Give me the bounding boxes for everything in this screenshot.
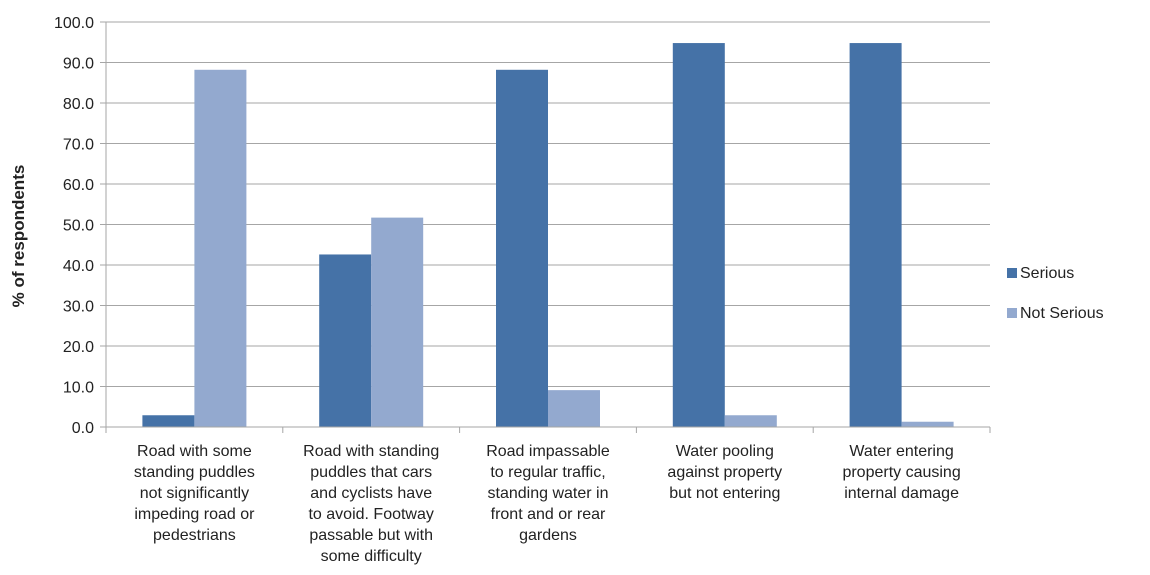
x-category-label: to avoid. Footway [308,506,433,523]
y-tick-label: 100.0 [54,15,94,32]
legend-label: Not Serious [1020,305,1104,322]
y-tick-label: 60.0 [63,177,94,194]
bar-serious [319,254,372,427]
y-tick-label: 40.0 [63,258,94,275]
x-category-label: pedestrians [153,527,236,544]
bar-not-serious [548,390,600,427]
x-category-label: property causing [842,464,960,481]
bar-serious [849,43,902,428]
x-category-label: but not entering [669,485,780,502]
y-tick-labels: 0.0 10.0 20.0 30.0 40.0 50.0 60.0 70.0 80.0 90.0 1… [54,15,94,437]
bar-not-serious [194,69,247,427]
y-tick-label: 70.0 [63,137,94,154]
y-tick-label: 50.0 [63,218,94,235]
y-tick-label: 80.0 [63,96,94,113]
x-category-label: Road with some [137,443,252,460]
y-tick-label: 10.0 [63,380,94,397]
bar-not-serious [371,217,424,427]
legend-swatch [1007,308,1017,318]
bar-serious [672,43,725,428]
x-category-label: front and or rear [491,506,606,523]
x-category-label: Road impassable [486,443,610,460]
legend-swatch [1007,268,1017,278]
y-tick-label: 90.0 [63,56,94,73]
x-category-label: internal damage [844,485,959,502]
x-category-label: Water pooling [676,443,774,460]
x-category-label: passable but with [309,527,433,544]
bar-not-serious [901,421,954,427]
x-category-label: impeding road or [134,506,255,523]
x-category-label: to regular traffic, [490,464,605,481]
bar-serious [496,69,548,427]
x-category-label: gardens [519,527,577,544]
y-tick-label: 0.0 [72,420,94,437]
y-tick-label: 30.0 [63,299,94,316]
x-category-label: standing puddles [134,464,255,481]
x-category-label: standing water in [488,485,609,502]
bars [142,43,954,428]
x-category-labels: Road with some standing puddles not signif… [134,443,961,565]
bar-serious [142,415,195,427]
legend-label: Serious [1020,265,1074,282]
y-tick-label: 20.0 [63,339,94,356]
axes [105,22,991,433]
x-category-label: Road with standing [303,443,439,460]
x-category-label: puddles that cars [310,464,432,481]
x-category-label: Water entering [849,443,953,460]
bar-not-serious [724,415,777,427]
x-category-label: and cyclists have [310,485,432,502]
x-category-label: against property [667,464,782,481]
y-axis-label: % of respondents [9,165,28,308]
legend: Serious Not Serious [1007,265,1104,322]
x-category-label: some difficulty [321,548,422,565]
x-category-label: not significantly [140,485,249,502]
